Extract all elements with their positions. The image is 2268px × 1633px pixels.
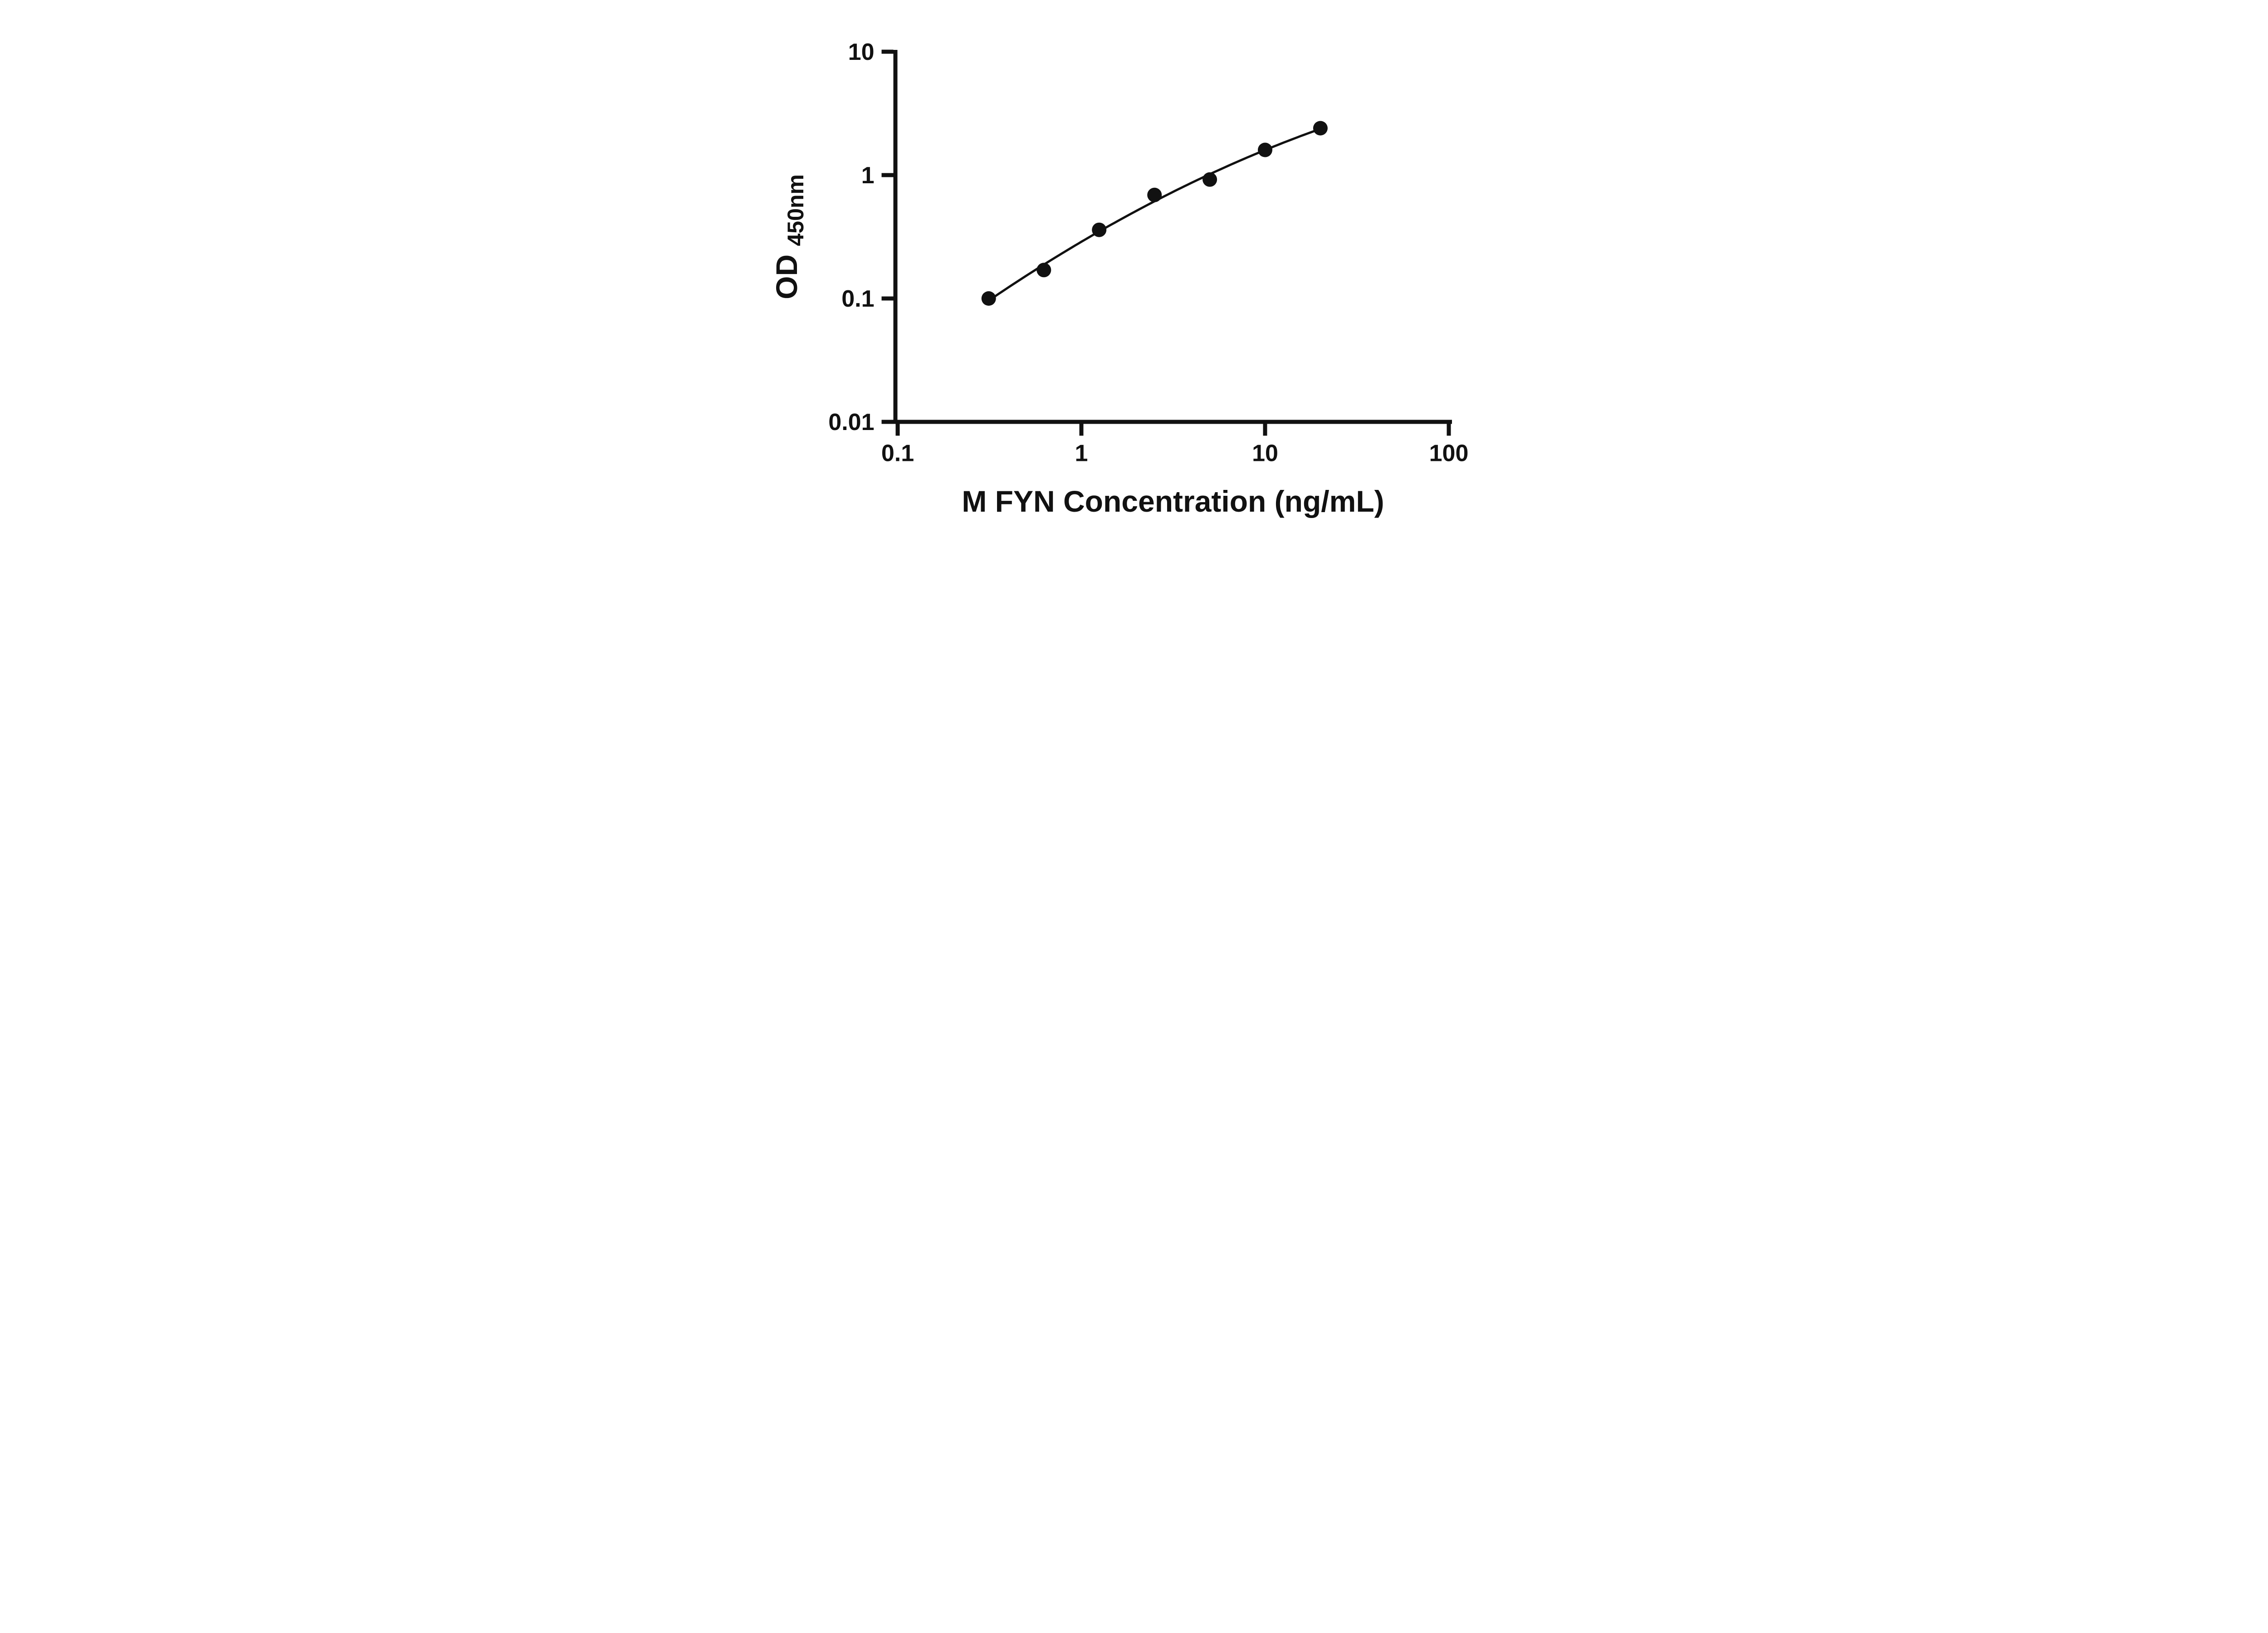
x-axis-title: M FYN Concentration (ng/mL) [962, 484, 1384, 518]
data-point [1092, 222, 1107, 237]
y-axis-title-main: OD [770, 254, 803, 299]
axes-layer: 0.1 1 10 100 0.01 0.1 1 10 [828, 39, 1468, 467]
y-tick-label: 0.1 [841, 286, 874, 312]
data-point [1036, 263, 1051, 278]
y-axis-title: OD 450nm [770, 174, 808, 299]
data-point [981, 291, 996, 306]
chart-canvas: 0.1 1 10 100 0.01 0.1 1 10 M FYN Concentration … [746, 0, 1522, 544]
data-point [1313, 121, 1328, 136]
x-tick-label: 100 [1429, 440, 1469, 467]
y-tick-label: 1 [861, 162, 875, 189]
y-tick-label: 0.01 [828, 409, 874, 435]
plot-layer [981, 121, 1328, 306]
data-point [1258, 142, 1272, 157]
data-point [1147, 187, 1162, 202]
x-tick-label: 10 [1252, 440, 1278, 467]
data-point [1202, 172, 1217, 187]
y-axis-title-subscript: 450nm [783, 174, 808, 246]
standard-curve-figure: 0.1 1 10 100 0.01 0.1 1 10 M FYN Concentration … [746, 0, 1522, 544]
x-tick-label: 0.1 [881, 440, 914, 467]
y-tick-label: 10 [848, 39, 875, 65]
x-tick-label: 1 [1075, 440, 1088, 467]
